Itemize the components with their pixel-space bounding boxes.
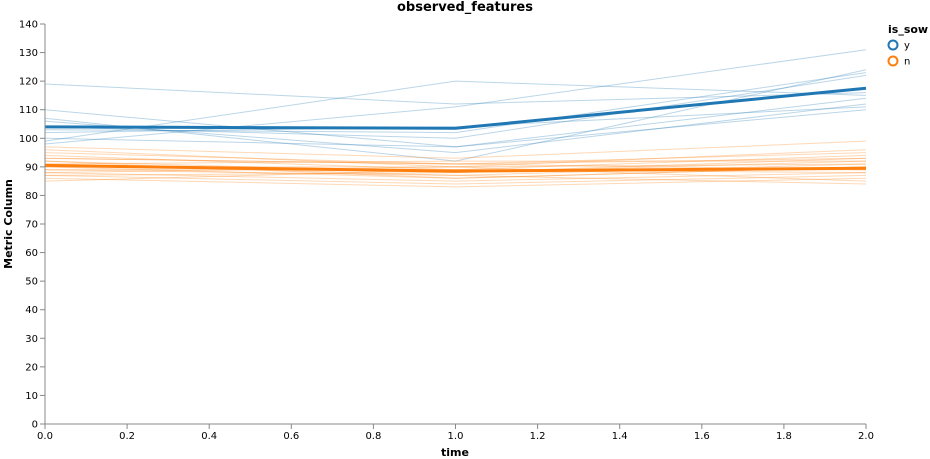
x-tick-label: 1.2 (530, 431, 546, 442)
y-tick-label: 50 (25, 277, 38, 288)
individual-line-y-7 (44, 109, 867, 148)
individual-line-y-9 (44, 72, 867, 134)
y-tick-label: 60 (25, 248, 38, 259)
y-tick-label: 40 (25, 305, 38, 316)
x-tick-label: 1.6 (694, 431, 710, 442)
y-tick-label: 130 (19, 48, 38, 59)
individual-line-y-1 (44, 97, 867, 148)
individual-line-n-14 (44, 157, 867, 165)
individual-line-n-12 (44, 152, 867, 165)
y-tick-label: 90 (25, 162, 38, 173)
x-tick-label: 1.8 (776, 431, 792, 442)
y-tick-label: 20 (25, 362, 38, 373)
individual-line-y-4 (44, 49, 867, 145)
individual-line-n-19 (44, 172, 867, 182)
y-tick-label: 120 (19, 77, 38, 88)
y-tick-label: 100 (19, 134, 38, 145)
individual-line-n-20 (44, 174, 867, 185)
individual-line-y-3 (44, 80, 867, 142)
x-tick-label: 0.0 (37, 431, 53, 442)
x-axis: 0.0 0.2 0.4 0.6 0.8 1.0 1.2 1.4 1.6 1.8 2.0 (37, 423, 874, 442)
x-tick-label: 0.2 (119, 431, 135, 442)
y-tick-label: 30 (25, 334, 38, 345)
y-axis: 0 10 20 30 40 50 60 70 80 90 100 110 120 130 140 (19, 20, 46, 431)
y-tick-label: 10 (25, 391, 38, 402)
legend-symbol-y (887, 39, 899, 51)
legend-label-y: y (904, 41, 910, 52)
individual-line-n-23 (44, 169, 867, 185)
individual-line-y-8 (44, 103, 867, 154)
y-tick-label: 110 (19, 105, 38, 116)
individual-line-n-11 (44, 149, 867, 168)
x-tick-label: 0.8 (365, 431, 381, 442)
individual-line-y-0 (44, 83, 867, 105)
x-tick-label: 1.4 (612, 431, 628, 442)
x-tick-label: 2.0 (858, 431, 874, 442)
individual-line-y-5 (44, 74, 867, 139)
legend-symbol-n (887, 55, 899, 67)
legend-title: is_sow (888, 23, 928, 36)
y-axis-title: Metric Column (2, 179, 15, 269)
individual-line-n-25 (44, 163, 867, 174)
series-line-y (44, 86, 867, 130)
individual-line-n-10 (44, 140, 867, 159)
chart-title: observed_features (397, 0, 533, 15)
y-tick-label: 140 (19, 20, 38, 31)
series-lines (44, 49, 867, 188)
x-axis-title: time (441, 446, 469, 459)
individual-line-n-21 (44, 177, 867, 188)
legend-label-n: n (904, 57, 910, 68)
y-tick-label: 0 (32, 420, 38, 431)
individual-line-y-2 (44, 69, 867, 162)
x-tick-label: 1.0 (448, 431, 464, 442)
legend: is_sow yn (887, 23, 928, 68)
x-tick-label: 0.6 (283, 431, 299, 442)
x-tick-label: 0.4 (201, 431, 217, 442)
y-tick-label: 70 (25, 220, 38, 231)
individual-line-n-24 (44, 160, 866, 165)
y-tick-label: 80 (25, 191, 38, 202)
series-line-n (44, 163, 867, 173)
